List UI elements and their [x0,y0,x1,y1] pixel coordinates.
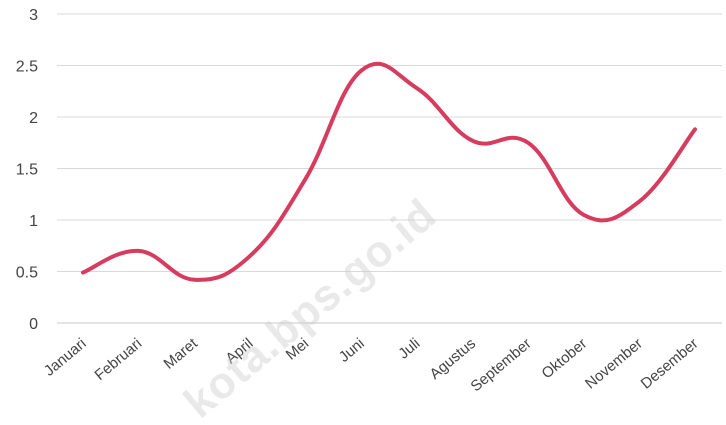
y-tick-label: 3 [29,7,38,24]
x-tick-label: Maret [161,335,202,373]
y-axis-ticks: 0 0.5 1 1.5 2 2.5 3 [16,7,38,333]
y-tick-label: 0 [29,316,38,333]
series-layer [81,61,697,282]
x-tick-label: Agustus [427,335,479,383]
x-tick-label: Juli [395,335,423,362]
y-tick-label: 2 [29,110,38,127]
x-tick-label: Februari [91,335,145,384]
y-tick-label: 1.5 [16,162,38,179]
y-tick-label: 0.5 [16,265,38,282]
y-tick-label: 1 [29,213,38,230]
x-axis-ticks: Januari Februari Maret April Mei Juni Juli Agus… [41,335,702,396]
watermark-text: kota.bps.go.id [175,189,446,425]
x-tick-label: November [582,335,646,393]
x-tick-label: Desember [638,335,702,393]
x-tick-label: Oktober [538,335,590,382]
x-tick-label: Januari [41,335,90,380]
x-tick-label: September [468,335,535,395]
x-tick-label: Juni [336,335,368,366]
y-tick-label: 2.5 [16,59,38,76]
grid-lines [57,13,722,324]
